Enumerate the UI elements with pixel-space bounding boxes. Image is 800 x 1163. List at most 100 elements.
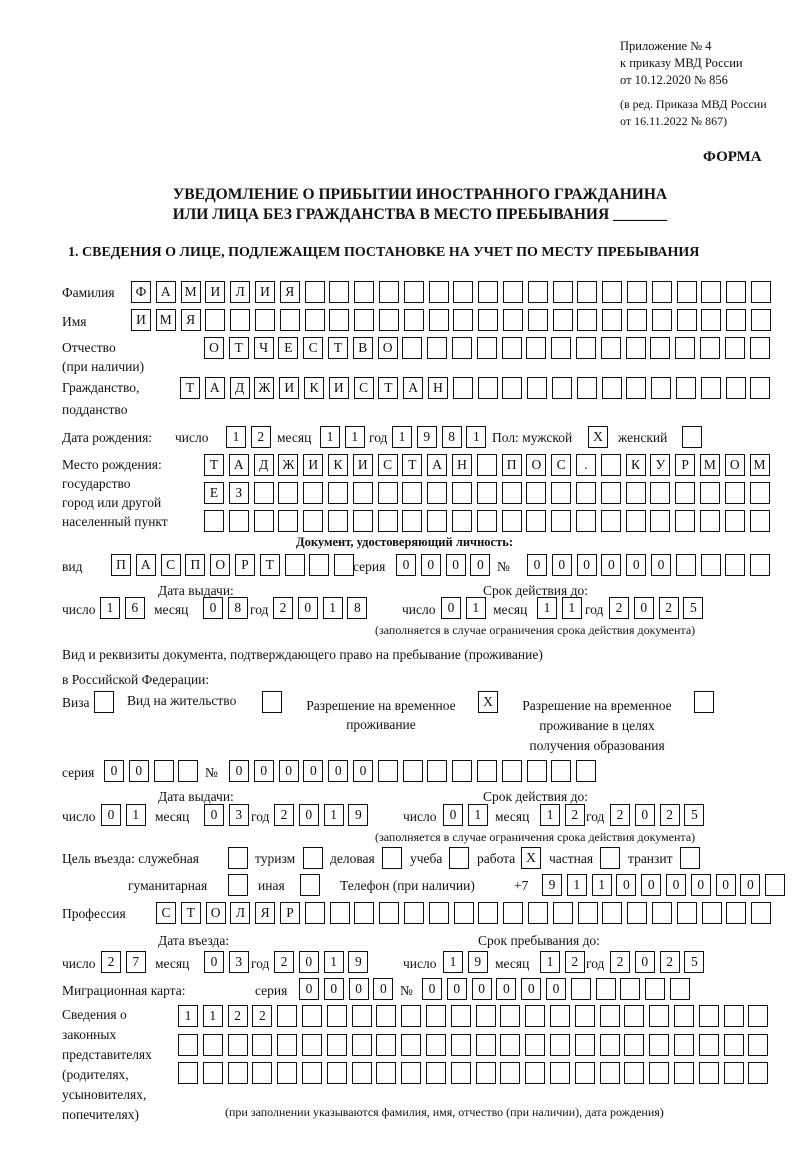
char-cell[interactable]	[527, 309, 548, 331]
char-cell[interactable]	[599, 1062, 620, 1084]
char-cell[interactable]	[262, 691, 282, 713]
char-cell[interactable]	[625, 482, 646, 504]
char-cell[interactable]	[428, 309, 449, 331]
char-cell[interactable]: 1	[320, 426, 340, 448]
char-cell[interactable]	[376, 1005, 397, 1027]
char-cell[interactable]	[624, 1034, 645, 1056]
char-cell[interactable]: И	[254, 281, 275, 303]
char-cell[interactable]	[478, 309, 499, 331]
char-cell[interactable]: 1	[540, 951, 560, 973]
char-cell[interactable]	[453, 281, 474, 303]
char-cell[interactable]: 0	[422, 978, 442, 1000]
char-cell[interactable]	[228, 510, 249, 532]
char-cell[interactable]	[252, 1034, 273, 1056]
char-cell[interactable]	[549, 1034, 570, 1056]
char-cell[interactable]: П	[185, 554, 206, 576]
char-cell[interactable]	[326, 1005, 347, 1027]
char-cell[interactable]: 1	[540, 804, 560, 826]
char-cell[interactable]: Р	[675, 454, 696, 476]
char-cell[interactable]	[599, 1034, 620, 1056]
char-cell[interactable]: 2	[609, 597, 629, 619]
char-cell[interactable]	[551, 337, 572, 359]
char-cell[interactable]: 2	[658, 597, 679, 619]
char-cell[interactable]	[453, 309, 474, 331]
char-cell[interactable]	[526, 482, 547, 504]
char-cell[interactable]	[304, 902, 325, 924]
sex-female-checkbox[interactable]	[682, 426, 702, 448]
char-cell[interactable]	[378, 309, 399, 331]
char-cell[interactable]: 0	[527, 554, 547, 576]
char-cell[interactable]: 0	[641, 874, 662, 896]
char-cell[interactable]	[626, 377, 647, 399]
char-cell[interactable]: 0	[446, 978, 467, 1000]
char-cell[interactable]	[574, 1062, 595, 1084]
char-cell[interactable]	[570, 978, 591, 1000]
char-cell[interactable]	[699, 510, 720, 532]
char-cell[interactable]	[645, 978, 666, 1000]
char-cell[interactable]	[700, 377, 721, 399]
char-cell[interactable]: Н	[427, 377, 448, 399]
char-cell[interactable]: Л	[230, 281, 251, 303]
char-cell[interactable]	[651, 377, 672, 399]
char-cell[interactable]	[228, 874, 248, 896]
char-cell[interactable]	[476, 482, 497, 504]
char-cell[interactable]: 0	[634, 951, 655, 973]
char-cell[interactable]	[477, 377, 498, 399]
birthplace-line-3[interactable]	[204, 510, 770, 532]
char-cell[interactable]	[551, 510, 572, 532]
char-cell[interactable]	[600, 337, 621, 359]
char-cell[interactable]	[699, 482, 720, 504]
char-cell[interactable]	[329, 309, 350, 331]
char-cell[interactable]	[627, 902, 648, 924]
char-cell[interactable]	[153, 760, 174, 782]
char-cell[interactable]	[478, 902, 499, 924]
char-cell[interactable]: 1	[125, 804, 146, 826]
char-cell[interactable]: 0	[633, 597, 654, 619]
char-cell[interactable]: Р	[279, 902, 300, 924]
char-cell[interactable]: А	[155, 281, 176, 303]
char-cell[interactable]: И	[205, 281, 226, 303]
char-cell[interactable]	[277, 1034, 298, 1056]
char-cell[interactable]	[748, 1005, 769, 1027]
char-cell[interactable]	[475, 1034, 496, 1056]
char-cell[interactable]	[427, 482, 448, 504]
purpose-study-checkbox[interactable]	[449, 847, 469, 869]
char-cell[interactable]: В	[352, 337, 373, 359]
char-cell[interactable]: П	[111, 554, 131, 576]
char-cell[interactable]	[351, 1005, 372, 1027]
char-cell[interactable]: 1	[561, 597, 582, 619]
char-cell[interactable]	[401, 1062, 422, 1084]
char-cell[interactable]	[304, 309, 325, 331]
char-cell[interactable]	[675, 482, 696, 504]
char-cell[interactable]: 0	[445, 554, 466, 576]
char-cell[interactable]	[425, 1062, 446, 1084]
char-cell[interactable]	[453, 902, 474, 924]
char-cell[interactable]: 0	[441, 597, 461, 619]
char-cell[interactable]	[376, 1062, 397, 1084]
char-cell[interactable]: 0	[101, 804, 121, 826]
char-cell[interactable]	[451, 337, 472, 359]
char-cell[interactable]: 0	[204, 804, 224, 826]
char-cell[interactable]	[701, 309, 722, 331]
char-cell[interactable]: Р	[234, 554, 255, 576]
char-cell[interactable]	[327, 482, 348, 504]
char-cell[interactable]: К	[625, 454, 646, 476]
char-cell[interactable]: 0	[323, 978, 344, 1000]
char-cell[interactable]: М	[749, 454, 770, 476]
char-cell[interactable]: 0	[298, 804, 319, 826]
char-cell[interactable]	[701, 902, 722, 924]
char-cell[interactable]	[700, 554, 721, 576]
char-cell[interactable]	[525, 1034, 546, 1056]
char-cell[interactable]	[651, 309, 672, 331]
